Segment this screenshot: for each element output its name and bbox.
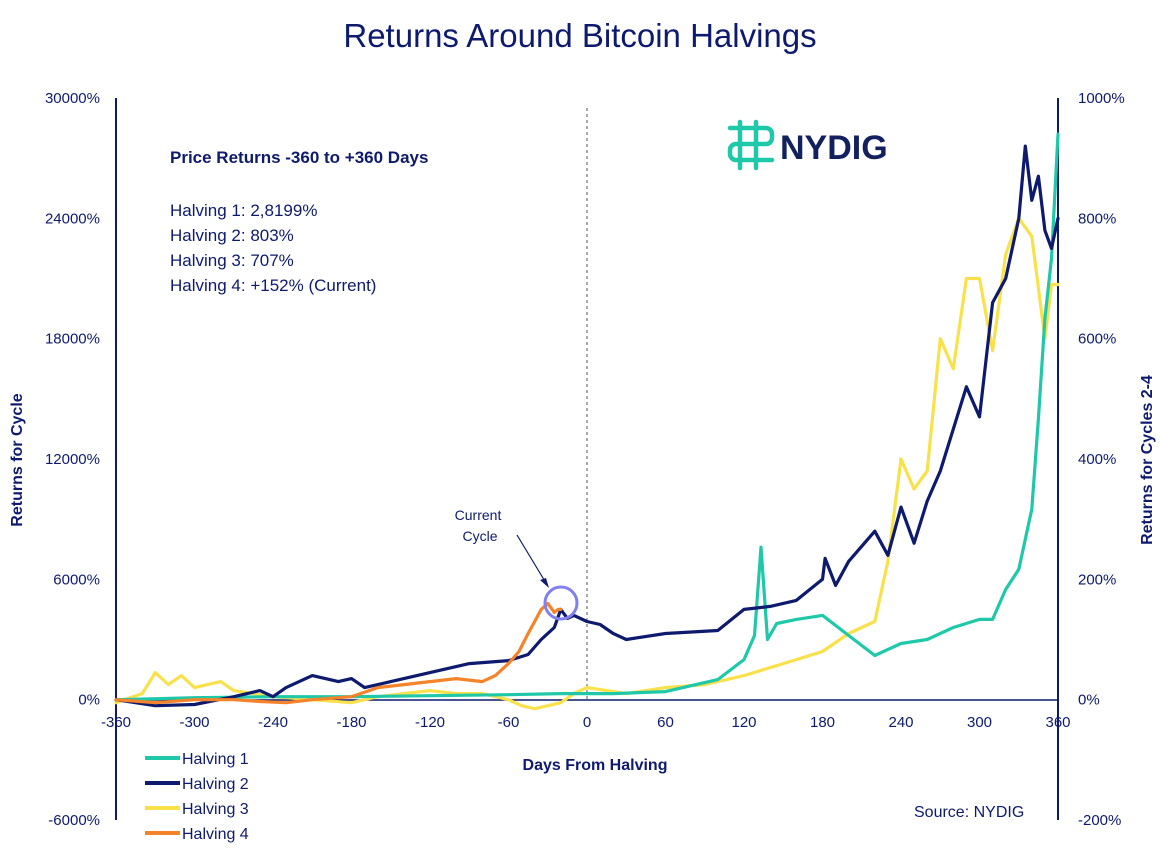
current-cycle-arrowhead	[540, 578, 549, 588]
y-axis-title-right: Returns for Cycles 2-4	[1139, 375, 1156, 545]
nydig-logo-text: NYDIG	[780, 129, 888, 167]
x-tick-label: -360	[101, 714, 131, 731]
x-tick-label: -180	[336, 714, 366, 731]
current-cycle-circle	[543, 585, 579, 621]
x-tick-label: 240	[888, 714, 913, 731]
y-tick-label-right: 0%	[1078, 692, 1100, 709]
y-tick-label-right: 600%	[1078, 331, 1116, 348]
series-line-halving-1	[114, 132, 1060, 702]
y-tick-label-left: 24000%	[45, 210, 100, 227]
x-tick-label: 60	[657, 714, 674, 731]
legend: Halving 1 Halving 2 Halving 3 Halving 4	[145, 751, 249, 843]
stats-line-2: Halving 2: 803%	[170, 226, 294, 245]
x-tick-label: -120	[415, 714, 445, 731]
nydig-logo-mark-icon	[727, 119, 775, 171]
x-tick-labels: -360 -300 -240 -180 -120 -60 0 60 120 180 240 300 36…	[101, 714, 1071, 731]
x-tick-label: 300	[967, 714, 992, 731]
y-tick-label-right: 800%	[1078, 210, 1116, 227]
current-cycle-arrow	[516, 534, 547, 584]
x-tick-label: 0	[583, 714, 591, 731]
y-tick-label-left: 12000%	[45, 451, 100, 468]
legend-label: Halving 1	[182, 751, 249, 768]
y-tick-label-right: 1000%	[1078, 90, 1125, 107]
x-axis-title: Days From Halving	[523, 757, 668, 774]
annotation-line: Cycle	[462, 528, 497, 544]
y-tick-label-right: 200%	[1078, 571, 1116, 588]
x-tick-label: 180	[810, 714, 835, 731]
legend-label: Halving 2	[182, 776, 249, 793]
series-line-halving-4	[114, 601, 563, 705]
y-tick-label-left: 18000%	[45, 331, 100, 348]
y-tick-label-left: 0%	[78, 692, 100, 709]
y-tick-label-left: 30000%	[45, 90, 100, 107]
series-layer	[114, 132, 1060, 711]
y-tick-label-right: 400%	[1078, 451, 1116, 468]
x-tick-label: 120	[731, 714, 756, 731]
stats-line-3: Halving 3: 707%	[170, 251, 294, 270]
legend-label: Halving 4	[182, 826, 249, 843]
x-tick-label: 360	[1045, 714, 1070, 731]
y-tick-label-right: -200%	[1078, 812, 1121, 829]
x-tick-label: -60	[498, 714, 520, 731]
y-tick-label-left: 6000%	[53, 571, 100, 588]
stats-title: Price Returns -360 to +360 Days	[170, 148, 428, 167]
stats-line-4: Halving 4: +152% (Current)	[170, 276, 376, 295]
source-note: Source: NYDIG	[914, 804, 1024, 821]
stats-line-1: Halving 1: 2,8199%	[170, 201, 317, 220]
y-tick-labels-left: -6000% 0% 6000% 12000% 18000% 24000% 30000%	[45, 90, 100, 829]
y-axis-title-left: Returns for Cycle	[9, 393, 26, 526]
nydig-logo: NYDIG	[727, 119, 888, 171]
y-tick-label-left: -6000%	[48, 812, 100, 829]
chart-title: Returns Around Bitcoin Halvings	[343, 17, 816, 54]
annotation-line: Current	[455, 507, 502, 523]
current-cycle-label: Current Cycle	[455, 507, 502, 544]
y-tick-labels-right: -200% 0% 200% 400% 600% 800% 1000%	[1078, 90, 1125, 829]
series-line-halving-2	[114, 144, 1060, 708]
x-tick-label: -240	[258, 714, 288, 731]
x-tick-label: -300	[179, 714, 209, 731]
legend-label: Halving 3	[182, 801, 249, 818]
